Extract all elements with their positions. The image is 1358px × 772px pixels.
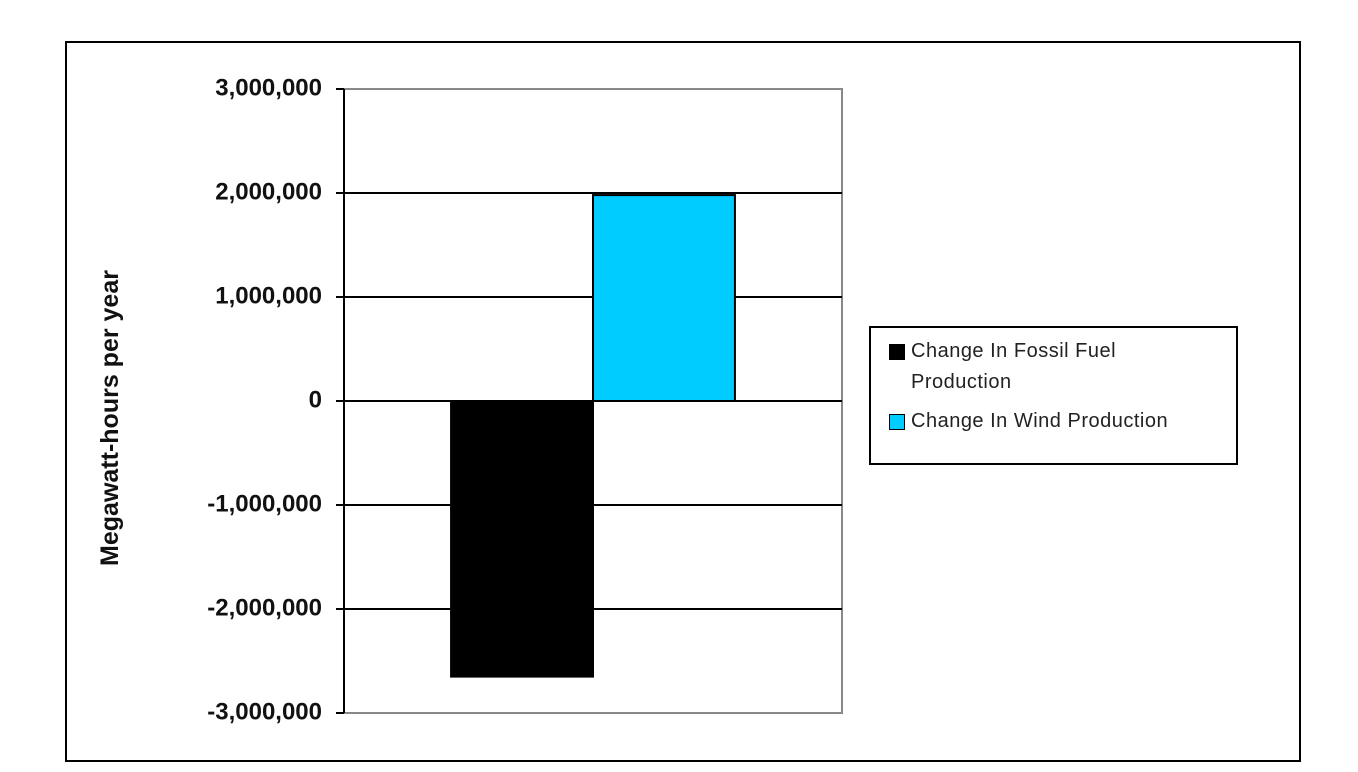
- legend-label: Change In Wind Production: [911, 410, 1169, 432]
- bar: [592, 194, 736, 402]
- bar: [450, 400, 594, 678]
- y-tick-label: 0: [309, 386, 322, 413]
- y-tick-label: 2,000,000: [215, 178, 322, 205]
- legend-swatch: [889, 414, 905, 430]
- legend: Change In Fossil Fuel Production Change I…: [869, 326, 1238, 465]
- y-tick-label: 1,000,000: [215, 282, 322, 309]
- y-tick-label: 3,000,000: [215, 74, 322, 101]
- legend-swatch: [889, 344, 905, 360]
- y-tick-label: -3,000,000: [207, 698, 322, 725]
- y-tick-label: -2,000,000: [207, 594, 322, 621]
- legend-label: Change In Fossil Fuel Production: [911, 340, 1117, 393]
- legend-item: Change In Wind Production: [889, 406, 1226, 437]
- y-axis-title: Megawatt-hours per year: [96, 270, 124, 566]
- legend-item: Change In Fossil Fuel Production: [889, 336, 1159, 398]
- y-tick-label: -1,000,000: [207, 490, 322, 517]
